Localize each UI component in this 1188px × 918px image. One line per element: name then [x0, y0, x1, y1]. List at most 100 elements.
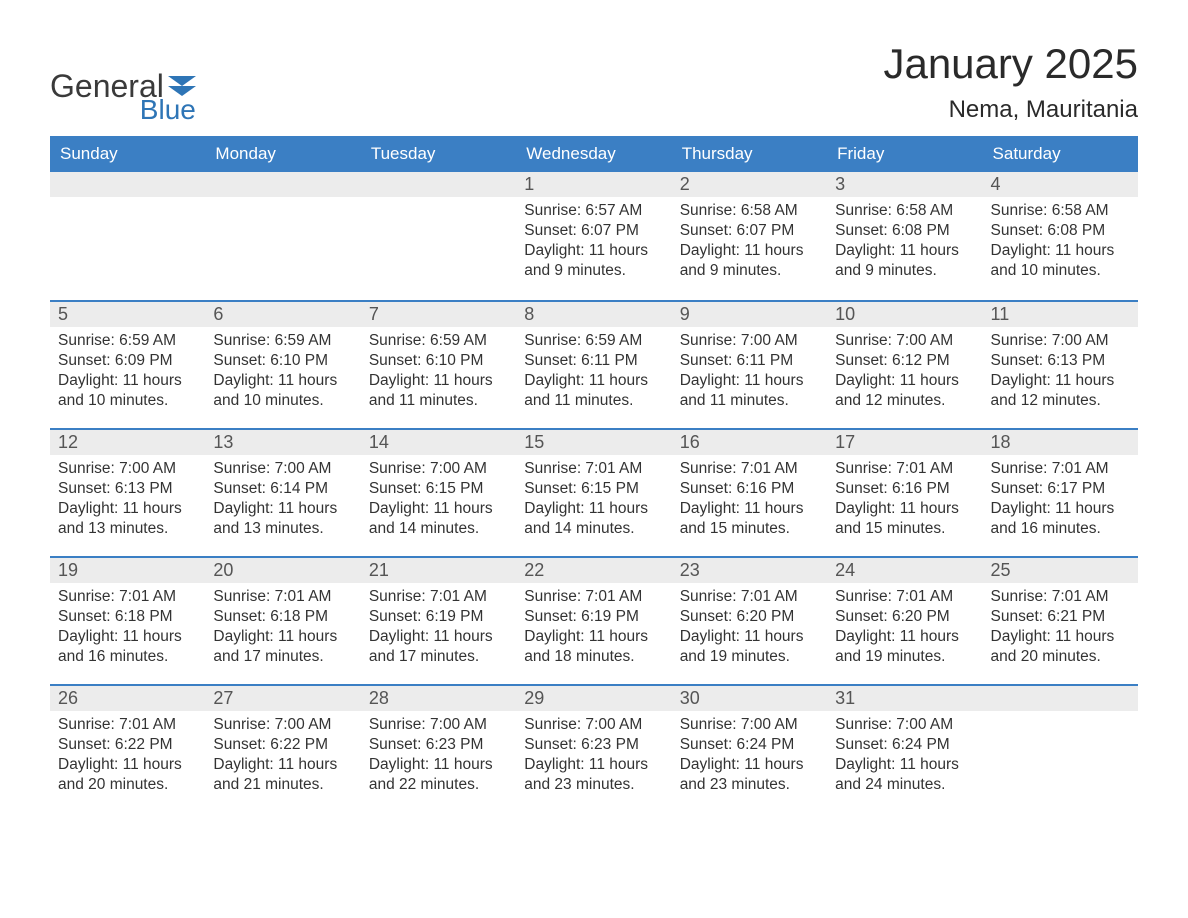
day-cell: 18Sunrise: 7:01 AMSunset: 6:17 PMDayligh…: [983, 430, 1138, 556]
day-number: 15: [516, 430, 671, 455]
day-number: [983, 686, 1138, 711]
daylight-line: Daylight: 11 hours and 20 minutes.: [58, 755, 197, 795]
day-body: Sunrise: 7:00 AMSunset: 6:24 PMDaylight:…: [672, 711, 827, 806]
day-cell: 5Sunrise: 6:59 AMSunset: 6:09 PMDaylight…: [50, 302, 205, 428]
sunset-line: Sunset: 6:13 PM: [991, 351, 1130, 371]
day-body: Sunrise: 7:01 AMSunset: 6:17 PMDaylight:…: [983, 455, 1138, 550]
day-number: 22: [516, 558, 671, 583]
day-number: 29: [516, 686, 671, 711]
sunrise-line: Sunrise: 7:01 AM: [991, 459, 1130, 479]
location-label: Nema, Mauritania: [883, 96, 1138, 124]
day-number: 5: [50, 302, 205, 327]
sunrise-line: Sunrise: 7:00 AM: [369, 459, 508, 479]
sunset-line: Sunset: 6:18 PM: [58, 607, 197, 627]
sunset-line: Sunset: 6:13 PM: [58, 479, 197, 499]
day-number: 11: [983, 302, 1138, 327]
day-body: Sunrise: 7:00 AMSunset: 6:13 PMDaylight:…: [983, 327, 1138, 422]
daylight-line: Daylight: 11 hours and 17 minutes.: [213, 627, 352, 667]
day-number: 31: [827, 686, 982, 711]
sunset-line: Sunset: 6:10 PM: [369, 351, 508, 371]
sunset-line: Sunset: 6:14 PM: [213, 479, 352, 499]
day-body: Sunrise: 7:01 AMSunset: 6:16 PMDaylight:…: [672, 455, 827, 550]
weekday-header: Thursday: [672, 136, 827, 172]
day-cell: 24Sunrise: 7:01 AMSunset: 6:20 PMDayligh…: [827, 558, 982, 684]
weekday-header: Wednesday: [516, 136, 671, 172]
day-cell: 11Sunrise: 7:00 AMSunset: 6:13 PMDayligh…: [983, 302, 1138, 428]
sunrise-line: Sunrise: 7:01 AM: [524, 459, 663, 479]
day-number: 30: [672, 686, 827, 711]
day-body: Sunrise: 7:01 AMSunset: 6:16 PMDaylight:…: [827, 455, 982, 550]
day-number: 23: [672, 558, 827, 583]
daylight-line: Daylight: 11 hours and 24 minutes.: [835, 755, 974, 795]
sunset-line: Sunset: 6:08 PM: [991, 221, 1130, 241]
daylight-line: Daylight: 11 hours and 19 minutes.: [835, 627, 974, 667]
day-body: Sunrise: 6:57 AMSunset: 6:07 PMDaylight:…: [516, 197, 671, 292]
daylight-line: Daylight: 11 hours and 12 minutes.: [835, 371, 974, 411]
day-number: 27: [205, 686, 360, 711]
day-cell: 23Sunrise: 7:01 AMSunset: 6:20 PMDayligh…: [672, 558, 827, 684]
sunset-line: Sunset: 6:12 PM: [835, 351, 974, 371]
day-number: 12: [50, 430, 205, 455]
sunrise-line: Sunrise: 7:00 AM: [213, 459, 352, 479]
sunset-line: Sunset: 6:07 PM: [680, 221, 819, 241]
day-number: 2: [672, 172, 827, 197]
day-body: Sunrise: 7:01 AMSunset: 6:20 PMDaylight:…: [827, 583, 982, 678]
day-body: Sunrise: 7:01 AMSunset: 6:19 PMDaylight:…: [361, 583, 516, 678]
daylight-line: Daylight: 11 hours and 11 minutes.: [524, 371, 663, 411]
day-body: Sunrise: 6:58 AMSunset: 6:07 PMDaylight:…: [672, 197, 827, 292]
day-number: 19: [50, 558, 205, 583]
sunset-line: Sunset: 6:19 PM: [369, 607, 508, 627]
day-cell: 1Sunrise: 6:57 AMSunset: 6:07 PMDaylight…: [516, 172, 671, 300]
day-number: [50, 172, 205, 197]
daylight-line: Daylight: 11 hours and 14 minutes.: [369, 499, 508, 539]
day-number: 21: [361, 558, 516, 583]
daylight-line: Daylight: 11 hours and 10 minutes.: [58, 371, 197, 411]
daylight-line: Daylight: 11 hours and 14 minutes.: [524, 499, 663, 539]
day-body: [205, 197, 360, 211]
day-cell: 8Sunrise: 6:59 AMSunset: 6:11 PMDaylight…: [516, 302, 671, 428]
day-cell: 20Sunrise: 7:01 AMSunset: 6:18 PMDayligh…: [205, 558, 360, 684]
day-number: 10: [827, 302, 982, 327]
day-body: [50, 197, 205, 211]
daylight-line: Daylight: 11 hours and 11 minutes.: [369, 371, 508, 411]
day-number: 8: [516, 302, 671, 327]
sunrise-line: Sunrise: 6:58 AM: [680, 201, 819, 221]
day-number: 9: [672, 302, 827, 327]
day-cell: [361, 172, 516, 300]
day-number: 16: [672, 430, 827, 455]
daylight-line: Daylight: 11 hours and 16 minutes.: [991, 499, 1130, 539]
day-cell: 7Sunrise: 6:59 AMSunset: 6:10 PMDaylight…: [361, 302, 516, 428]
sunrise-line: Sunrise: 7:00 AM: [835, 331, 974, 351]
day-cell: 10Sunrise: 7:00 AMSunset: 6:12 PMDayligh…: [827, 302, 982, 428]
day-body: Sunrise: 7:00 AMSunset: 6:12 PMDaylight:…: [827, 327, 982, 422]
sunset-line: Sunset: 6:20 PM: [835, 607, 974, 627]
sunrise-line: Sunrise: 6:59 AM: [524, 331, 663, 351]
week-row: 12Sunrise: 7:00 AMSunset: 6:13 PMDayligh…: [50, 428, 1138, 556]
weekday-header: Friday: [827, 136, 982, 172]
day-number: 14: [361, 430, 516, 455]
day-body: Sunrise: 6:59 AMSunset: 6:10 PMDaylight:…: [361, 327, 516, 422]
daylight-line: Daylight: 11 hours and 15 minutes.: [835, 499, 974, 539]
daylight-line: Daylight: 11 hours and 10 minutes.: [991, 241, 1130, 281]
daylight-line: Daylight: 11 hours and 13 minutes.: [213, 499, 352, 539]
day-cell: 14Sunrise: 7:00 AMSunset: 6:15 PMDayligh…: [361, 430, 516, 556]
day-body: Sunrise: 7:01 AMSunset: 6:18 PMDaylight:…: [50, 583, 205, 678]
day-body: Sunrise: 6:58 AMSunset: 6:08 PMDaylight:…: [827, 197, 982, 292]
daylight-line: Daylight: 11 hours and 23 minutes.: [680, 755, 819, 795]
sunrise-line: Sunrise: 7:01 AM: [680, 459, 819, 479]
sunrise-line: Sunrise: 7:01 AM: [58, 715, 197, 735]
sunset-line: Sunset: 6:24 PM: [835, 735, 974, 755]
sunrise-line: Sunrise: 7:01 AM: [835, 587, 974, 607]
sunset-line: Sunset: 6:21 PM: [991, 607, 1130, 627]
day-number: 4: [983, 172, 1138, 197]
sunrise-line: Sunrise: 7:01 AM: [58, 587, 197, 607]
daylight-line: Daylight: 11 hours and 17 minutes.: [369, 627, 508, 667]
day-cell: 31Sunrise: 7:00 AMSunset: 6:24 PMDayligh…: [827, 686, 982, 812]
sunrise-line: Sunrise: 6:59 AM: [58, 331, 197, 351]
day-body: Sunrise: 7:01 AMSunset: 6:21 PMDaylight:…: [983, 583, 1138, 678]
day-body: Sunrise: 7:00 AMSunset: 6:13 PMDaylight:…: [50, 455, 205, 550]
daylight-line: Daylight: 11 hours and 12 minutes.: [991, 371, 1130, 411]
logo: General Blue: [50, 70, 196, 124]
weekday-header: Saturday: [983, 136, 1138, 172]
day-body: Sunrise: 7:01 AMSunset: 6:19 PMDaylight:…: [516, 583, 671, 678]
